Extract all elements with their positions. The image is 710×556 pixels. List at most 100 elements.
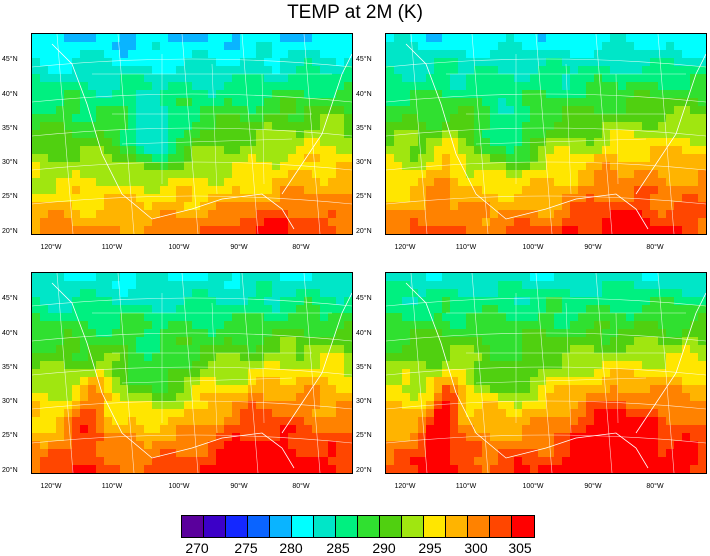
parallel-line [32,195,352,205]
parallel-line [32,58,352,68]
coastline [405,282,706,469]
longitude-label: 90°W [584,244,602,251]
colorbar-label: 305 [508,540,532,556]
parallel-line [32,93,352,103]
parallel-line [32,400,352,410]
longitude-label: 100°W [168,244,190,251]
longitude-label: 80°W [646,483,664,490]
meridian-line [181,273,199,473]
colorbar [181,515,535,538]
latitude-label: 25°N [2,193,18,200]
state-borders [92,54,332,195]
colorbar-label: 285 [326,540,350,556]
longitude-label: 120°W [394,244,416,251]
colorbar-swatch [512,516,534,537]
colorbar-label: 290 [372,540,396,556]
parallel-line [386,161,706,171]
colorbar-swatch [336,516,358,537]
state-borders [446,54,686,195]
latitude-label: 35°N [2,125,18,132]
latitude-label: 30°N [2,159,18,166]
parallel-line [386,58,706,68]
latitude-label: 40°N [2,91,18,98]
latitude-label: 35°N [356,125,372,132]
latitude-label: 45°N [2,56,18,63]
colorbar-swatch [490,516,512,537]
longitude-label: 90°W [584,483,602,490]
colorbar-swatch [358,516,380,537]
meridian-line [471,273,489,473]
colorbar-swatch [204,516,226,537]
meridian-line [595,34,613,234]
meridian-line [241,34,259,234]
map-panel-2 [385,33,707,235]
colorbar-label: 300 [464,540,488,556]
meridian-line [471,34,489,234]
colorbar-swatch [402,516,424,537]
colorbar-swatch [270,516,292,537]
meridian-line [117,34,135,234]
parallel-line [32,332,352,342]
latitude-label: 30°N [2,398,18,405]
parallel-line [32,297,352,307]
figure-title: TEMP at 2M (K) [287,2,423,23]
colorbar-swatch [446,516,468,537]
temperature-field [386,273,706,473]
meridian-line [241,273,259,473]
parallel-line [386,400,706,410]
colorbar-swatch [292,516,314,537]
colorbar-label: 280 [279,540,303,556]
colorbar-swatch [380,516,402,537]
colorbar-swatch [182,516,204,537]
longitude-label: 120°W [40,244,62,251]
parallel-line [386,332,706,342]
temperature-field [32,273,352,473]
longitude-label: 120°W [40,483,62,490]
colorbar-label: 270 [185,540,209,556]
latitude-label: 20°N [356,228,372,235]
temperature-field [32,34,352,234]
parallel-line [32,161,352,171]
latitude-label: 20°N [356,467,372,474]
longitude-label: 110°W [455,244,477,251]
coastline [405,43,706,230]
longitude-label: 100°W [522,244,544,251]
meridian-line [117,273,135,473]
parallel-line [386,297,706,307]
longitude-label: 90°W [230,244,248,251]
longitude-label: 110°W [455,483,477,490]
meridian-line [535,273,553,473]
parallel-line [32,127,352,137]
latitude-label: 45°N [2,295,18,302]
latitude-label: 35°N [2,364,18,371]
longitude-label: 80°W [646,244,664,251]
parallel-line [386,195,706,205]
latitude-label: 45°N [356,295,372,302]
colorbar-swatch [248,516,270,537]
meridian-line [595,273,613,473]
longitude-label: 120°W [394,483,416,490]
latitude-label: 20°N [2,467,18,474]
latitude-label: 25°N [356,432,372,439]
parallel-line [386,366,706,376]
coastline [51,43,352,230]
meridian-line [181,34,199,234]
latitude-label: 25°N [2,432,18,439]
latitude-label: 40°N [356,330,372,337]
map-panel-4 [385,272,707,474]
coastline [51,282,352,469]
latitude-label: 30°N [356,159,372,166]
state-borders [446,293,686,434]
meridian-line [535,34,553,234]
colorbar-swatch [226,516,248,537]
longitude-label: 100°W [522,483,544,490]
state-borders [92,293,332,434]
latitude-label: 45°N [356,56,372,63]
latitude-label: 40°N [2,330,18,337]
map-panel-3 [31,272,353,474]
longitude-label: 110°W [101,244,123,251]
colorbar-swatch [424,516,446,537]
parallel-line [386,434,706,444]
longitude-label: 100°W [168,483,190,490]
latitude-label: 35°N [356,364,372,371]
